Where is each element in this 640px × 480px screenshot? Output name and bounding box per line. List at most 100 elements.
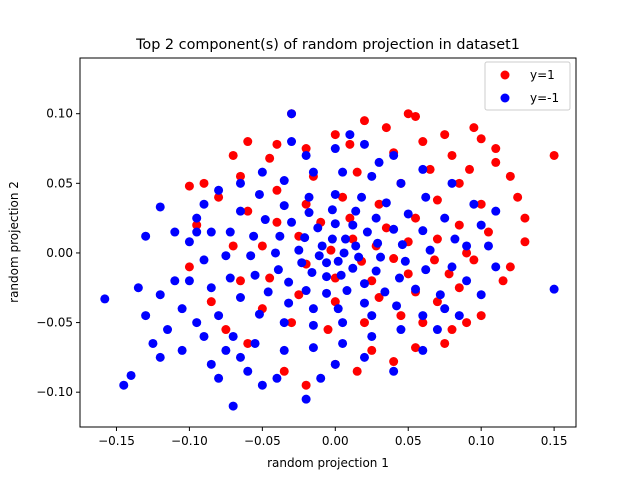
data-point bbox=[272, 217, 282, 227]
data-point bbox=[235, 206, 245, 216]
data-point bbox=[359, 116, 369, 126]
x-tick-label: −0.15 bbox=[98, 434, 135, 448]
data-point bbox=[345, 213, 355, 223]
data-point bbox=[250, 270, 260, 280]
data-point bbox=[192, 220, 202, 230]
data-point bbox=[549, 284, 559, 294]
data-point bbox=[359, 279, 369, 289]
data-point bbox=[491, 157, 501, 167]
data-point bbox=[389, 357, 399, 367]
data-point bbox=[243, 366, 253, 376]
data-point bbox=[462, 248, 472, 258]
data-point bbox=[418, 311, 428, 321]
data-point bbox=[287, 109, 297, 119]
data-point bbox=[214, 373, 224, 383]
data-point bbox=[462, 276, 472, 286]
data-point bbox=[465, 164, 475, 174]
x-axis-label: random projection 1 bbox=[267, 456, 389, 470]
data-point bbox=[133, 283, 143, 293]
data-point bbox=[333, 304, 343, 314]
data-point bbox=[447, 325, 457, 335]
data-point bbox=[380, 287, 390, 297]
data-point bbox=[206, 227, 216, 237]
data-point bbox=[381, 223, 391, 233]
data-point bbox=[192, 227, 202, 237]
data-point bbox=[301, 150, 311, 160]
data-point bbox=[257, 241, 267, 251]
data-point bbox=[400, 256, 410, 266]
data-point bbox=[429, 255, 439, 265]
data-point bbox=[469, 199, 479, 209]
data-point bbox=[254, 309, 264, 319]
data-point bbox=[403, 209, 413, 219]
data-point bbox=[126, 370, 136, 380]
data-point bbox=[367, 345, 377, 355]
data-point bbox=[338, 167, 348, 177]
data-point bbox=[214, 311, 224, 321]
legend-label-y1: y=1 bbox=[530, 68, 555, 82]
data-point bbox=[275, 231, 285, 241]
data-point bbox=[469, 255, 479, 265]
data-point bbox=[367, 311, 377, 321]
data-point bbox=[308, 304, 318, 314]
data-point bbox=[476, 134, 486, 144]
data-point bbox=[257, 380, 267, 390]
data-point bbox=[411, 111, 421, 121]
data-point bbox=[411, 213, 421, 223]
data-point bbox=[389, 150, 399, 160]
data-point bbox=[447, 178, 457, 188]
data-point bbox=[418, 345, 428, 355]
y-axis-ticks: −0.10 −0.05 0.00 0.05 0.10 bbox=[36, 107, 80, 399]
data-point bbox=[447, 150, 457, 160]
data-point bbox=[376, 252, 386, 262]
data-point bbox=[440, 130, 450, 140]
data-point bbox=[505, 171, 515, 181]
data-point bbox=[330, 297, 340, 307]
data-point bbox=[199, 255, 209, 265]
data-point bbox=[206, 359, 216, 369]
data-point bbox=[249, 231, 259, 241]
data-point bbox=[279, 176, 289, 186]
data-point bbox=[505, 262, 515, 272]
data-point bbox=[336, 270, 346, 280]
data-point bbox=[374, 199, 384, 209]
data-point bbox=[491, 206, 501, 216]
data-point bbox=[454, 220, 464, 230]
data-point bbox=[432, 234, 442, 244]
data-point bbox=[425, 164, 435, 174]
y-tick-label: −0.10 bbox=[36, 385, 73, 399]
data-point bbox=[225, 273, 235, 283]
data-point bbox=[272, 373, 282, 383]
data-point bbox=[221, 251, 231, 261]
data-point bbox=[314, 251, 324, 261]
data-point bbox=[184, 276, 194, 286]
y-tick-label: −0.05 bbox=[36, 316, 73, 330]
data-point bbox=[367, 276, 377, 286]
data-point bbox=[362, 227, 372, 237]
data-point bbox=[214, 192, 224, 202]
data-point bbox=[345, 130, 355, 140]
data-point bbox=[294, 290, 304, 300]
data-point bbox=[214, 185, 224, 195]
data-point bbox=[483, 241, 493, 251]
data-point bbox=[476, 199, 486, 209]
y-axis-label: random projection 2 bbox=[7, 181, 21, 303]
chart-title: Top 2 component(s) of random projection … bbox=[135, 37, 520, 53]
data-point bbox=[257, 167, 267, 177]
data-point bbox=[327, 234, 337, 244]
data-point bbox=[330, 130, 340, 140]
data-point bbox=[338, 318, 348, 328]
data-point bbox=[246, 251, 256, 261]
data-point bbox=[206, 297, 216, 307]
data-point bbox=[359, 298, 369, 308]
data-point bbox=[351, 241, 361, 251]
data-point bbox=[371, 213, 381, 223]
data-point bbox=[520, 213, 530, 223]
data-point bbox=[403, 269, 413, 279]
data-point bbox=[327, 205, 337, 215]
data-point bbox=[330, 189, 340, 199]
data-point bbox=[284, 298, 294, 308]
data-point bbox=[323, 325, 333, 335]
data-point bbox=[265, 153, 275, 163]
data-point bbox=[421, 265, 431, 275]
